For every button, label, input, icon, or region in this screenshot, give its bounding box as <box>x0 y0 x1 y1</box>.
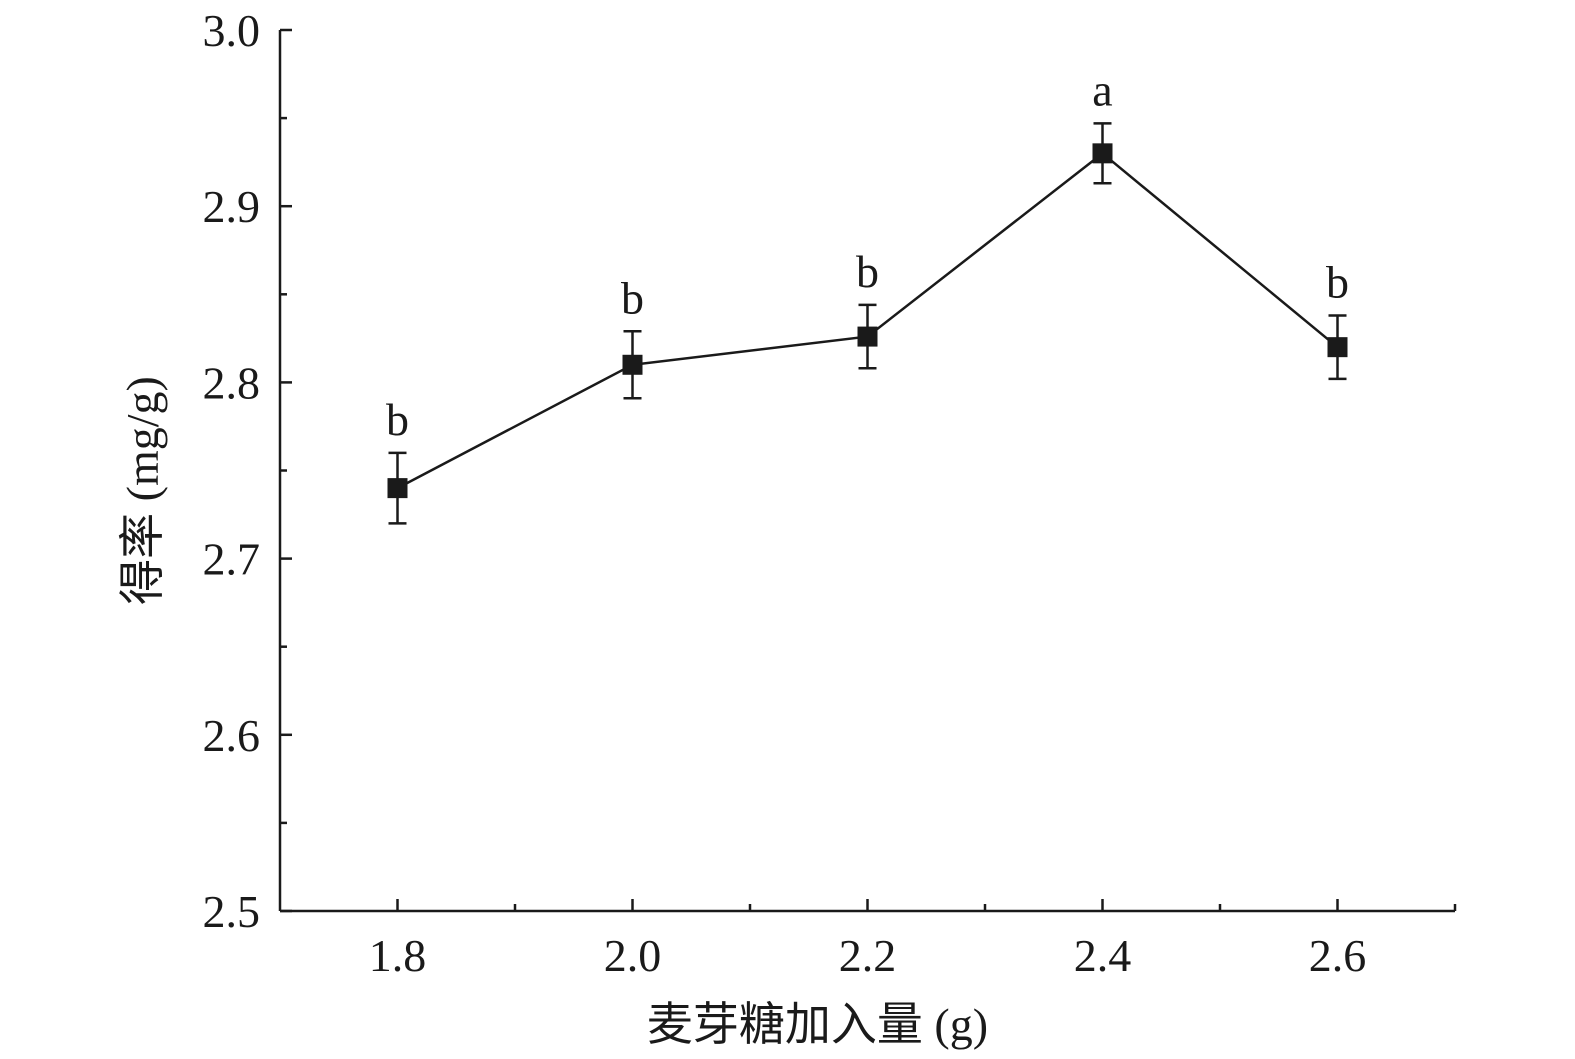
y-axis-ticks: 2.5 2.6 2.7 2.8 2.9 3.0 <box>203 5 292 937</box>
significance-label: b <box>1326 256 1349 307</box>
significance-label: b <box>856 246 879 297</box>
data-point-marker <box>1327 337 1348 358</box>
y-tick-label: 2.5 <box>203 886 261 937</box>
significance-label: b <box>386 394 409 445</box>
data-point-marker <box>857 326 878 347</box>
significance-label: b <box>621 272 644 323</box>
x-axis-title: 麦芽糖加入量 (g) <box>647 999 988 1050</box>
y-tick-label: 2.9 <box>203 181 261 232</box>
data-point-marker <box>387 478 408 499</box>
x-axis-ticks: 1.8 2.0 2.2 2.4 2.6 <box>369 899 1457 981</box>
x-tick-label: 2.0 <box>604 930 662 981</box>
y-tick-label: 2.8 <box>203 357 261 408</box>
significance-label: a <box>1092 64 1112 115</box>
x-tick-label: 2.6 <box>1309 930 1367 981</box>
axes <box>278 30 1455 913</box>
x-tick-label: 1.8 <box>369 930 427 981</box>
data-point-marker <box>622 354 643 375</box>
y-tick-label: 2.6 <box>203 710 261 761</box>
x-tick-label: 2.4 <box>1074 930 1132 981</box>
data-series: b b b a b <box>386 64 1349 525</box>
x-tick-label: 2.2 <box>839 930 897 981</box>
y-axis-title: 得率 (mg/g) <box>117 376 168 605</box>
y-tick-label: 2.7 <box>203 534 261 585</box>
y-tick-label: 3.0 <box>203 5 261 56</box>
data-point-marker <box>1092 143 1113 164</box>
